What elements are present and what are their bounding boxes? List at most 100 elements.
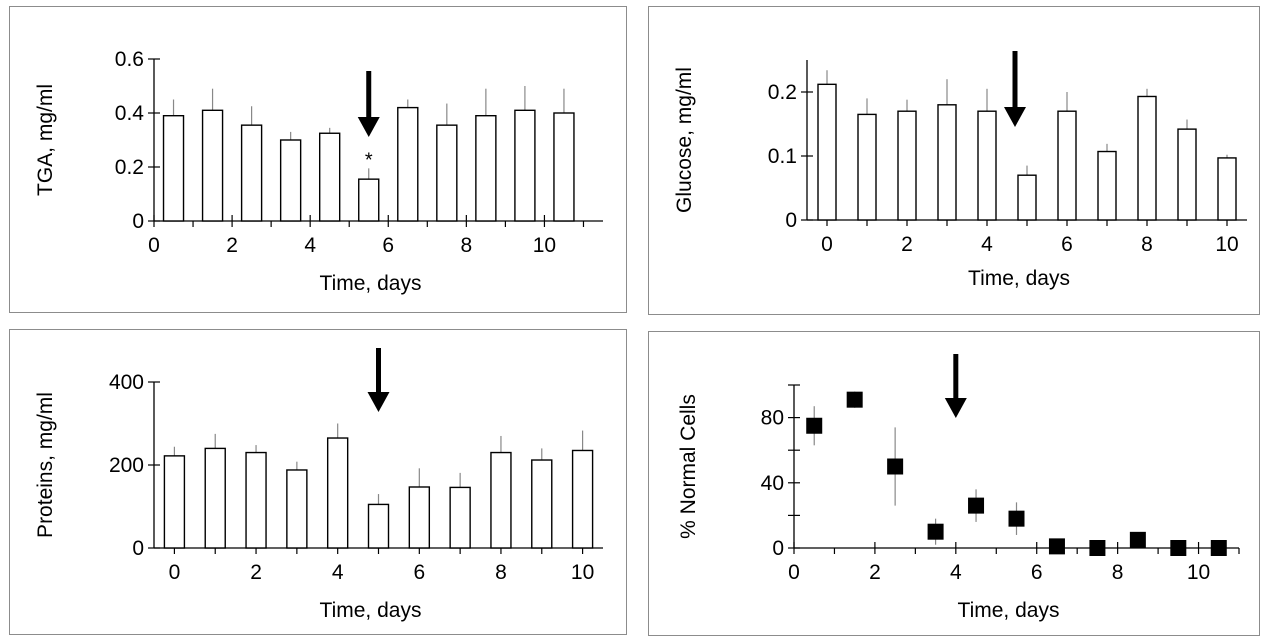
x-tick-label: 4	[332, 561, 344, 584]
data-bar	[897, 110, 917, 221]
x-axis-label: Time, days	[320, 272, 422, 295]
y-axis-label: Glucose, mg/ml	[673, 67, 696, 213]
data-bar	[490, 451, 512, 549]
data-bar	[1217, 157, 1237, 221]
y-tick-label: 0.2	[115, 156, 144, 179]
data-bar	[240, 124, 263, 222]
x-tick-label: 6	[382, 234, 394, 257]
data-point	[1089, 540, 1106, 556]
data-bar	[436, 124, 458, 222]
x-tick-label: 6	[413, 561, 425, 584]
y-axis-label: Proteins, mg/ml	[34, 392, 57, 538]
data-point	[1170, 540, 1187, 556]
x-tick-label: 0	[788, 561, 800, 584]
proteins-chart: 0 200 400 0 2 4 6 8 10 Time, days Proteins, mg/ml	[34, 348, 603, 622]
y-tick-label: 40	[761, 472, 784, 495]
data-bar	[571, 449, 594, 549]
data-bar	[279, 139, 302, 222]
x-tick-label: 8	[461, 234, 473, 257]
x-tick-label: 4	[950, 561, 962, 584]
x-tick-label: 10	[533, 234, 556, 257]
x-axis-label: Time, days	[968, 267, 1070, 290]
data-bar	[201, 109, 224, 222]
data-point	[1048, 538, 1065, 555]
y-tick-label: 0.2	[768, 81, 797, 104]
treatment-arrow-head	[944, 398, 967, 418]
treatment-arrow-head	[1004, 107, 1026, 127]
data-bar	[857, 113, 877, 221]
glucose-chart: 0 0.1 0.2 0 2 4 6 8 10 Time, days Glucose, mg/ml	[673, 51, 1247, 290]
y-tick-label: 0	[785, 209, 797, 232]
x-tick-label: 6	[1061, 233, 1073, 256]
data-bar	[531, 459, 553, 549]
data-bar	[553, 112, 575, 222]
x-tick-label: 2	[869, 561, 881, 584]
x-tick-label: 2	[250, 561, 262, 584]
data-bar	[162, 114, 185, 222]
x-tick-label: 8	[495, 561, 507, 584]
chart-panel-tga: 0 0.2 0.4 0.6 0 2 4 6 8 10 Time, days TGA, mg/ml *	[9, 6, 627, 313]
data-bar	[1097, 150, 1117, 221]
chart-panel-proteins: 0 200 400 0 2 4 6 8 10 Time, days Proteins, mg/ml	[9, 329, 627, 635]
x-tick-label: 4	[304, 234, 316, 257]
data-bar	[1017, 174, 1037, 221]
data-bar	[449, 486, 471, 549]
data-bar	[286, 469, 308, 549]
y-tick-label: 80	[761, 407, 784, 430]
x-tick-label: 10	[571, 561, 594, 584]
y-tick-label: 0.4	[115, 102, 145, 125]
y-tick-label: 200	[109, 454, 144, 477]
x-tick-label: 6	[1031, 561, 1043, 584]
data-point	[846, 391, 863, 408]
data-bar	[475, 114, 497, 222]
data-bar	[163, 455, 186, 549]
data-bar	[408, 486, 431, 549]
x-tick-label: 0	[169, 561, 181, 584]
data-bar	[1137, 95, 1157, 221]
data-bar	[358, 178, 380, 222]
data-point	[887, 458, 904, 475]
chart-panel-normal-cells: 0 40 80 0 2 4 6 8 10 Time, days % Normal Cells	[648, 331, 1260, 636]
data-bar	[817, 83, 837, 221]
x-tick-label: 0	[148, 234, 160, 257]
data-point	[968, 497, 985, 514]
data-bar	[318, 132, 341, 222]
y-axis-label: % Normal Cells	[677, 394, 700, 539]
data-point	[806, 417, 823, 434]
data-point	[1129, 531, 1146, 548]
y-tick-label: 0	[132, 210, 144, 233]
data-bar	[937, 104, 957, 221]
data-point	[927, 523, 944, 540]
normal-cells-chart: 0 40 80 0 2 4 6 8 10 Time, days % Normal Cells	[677, 354, 1240, 622]
data-bar	[397, 106, 419, 222]
y-tick-label: 0	[772, 537, 784, 560]
data-point	[1008, 510, 1025, 527]
y-tick-label: 400	[109, 371, 144, 394]
x-tick-label: 0	[821, 233, 833, 256]
chart-panel-glucose: 0 0.1 0.2 0 2 4 6 8 10 Time, days Glucose, mg/ml	[648, 6, 1260, 315]
data-bar	[326, 437, 349, 549]
data-bar	[514, 109, 536, 222]
significance-asterisk: *	[365, 149, 373, 171]
x-tick-label: 2	[226, 234, 238, 257]
data-bar	[1177, 128, 1197, 221]
x-tick-label: 10	[1187, 561, 1210, 584]
x-tick-label: 8	[1141, 233, 1153, 256]
tga-chart: 0 0.2 0.4 0.6 0 2 4 6 8 10 Time, days TGA, mg/ml *	[34, 48, 603, 295]
y-tick-label: 0.6	[115, 48, 144, 71]
treatment-arrow-head	[357, 117, 380, 137]
data-bar	[977, 110, 997, 221]
x-tick-label: 8	[1112, 561, 1124, 584]
x-tick-label: 10	[1215, 233, 1238, 256]
data-bar	[367, 503, 390, 549]
data-bar	[1057, 110, 1077, 221]
x-tick-label: 2	[901, 233, 913, 256]
x-axis-label: Time, days	[958, 599, 1060, 622]
x-axis-label: Time, days	[320, 599, 422, 622]
data-bar	[204, 447, 226, 549]
treatment-arrow-head	[367, 392, 390, 412]
data-point	[1210, 540, 1227, 556]
y-axis-label: TGA, mg/ml	[34, 84, 57, 196]
y-tick-label: 0	[132, 537, 144, 560]
data-bar	[245, 451, 267, 549]
